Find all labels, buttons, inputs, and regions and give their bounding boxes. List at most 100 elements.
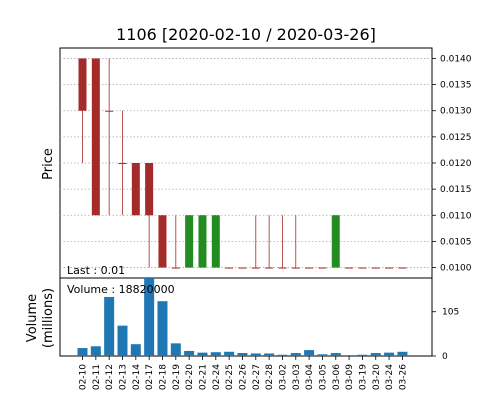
candle-body	[318, 267, 327, 269]
candle-body	[185, 215, 194, 268]
x-tick-label: 03-06	[332, 364, 342, 390]
candle-body	[371, 267, 380, 269]
candle-body	[158, 215, 167, 268]
candle-body	[171, 267, 180, 269]
volume-bar	[237, 353, 248, 356]
x-tick-label: 02-11	[92, 364, 102, 390]
candle-body	[345, 267, 354, 269]
volume-bar	[317, 354, 328, 356]
x-tick-label: 02-19	[172, 364, 182, 390]
candle-body	[211, 215, 220, 268]
last-price-label: Last : 0.01	[67, 264, 125, 277]
volume-bar	[224, 351, 235, 356]
x-tick-label: 03-04	[305, 364, 315, 390]
chart-title: 1106 [2020-02-10 / 2020-03-26]	[116, 25, 376, 44]
candle-body	[398, 267, 407, 269]
x-tick-label: 03-05	[318, 364, 328, 390]
x-tick-label: 02-27	[252, 364, 262, 390]
price-tick-label: 0.0130	[440, 107, 472, 117]
candle-body	[131, 163, 140, 216]
price-tick-label: 0.0100	[440, 264, 472, 274]
volume-bars	[77, 278, 408, 356]
x-tick-label: 02-20	[185, 364, 195, 390]
x-tick-label: 02-18	[158, 364, 168, 390]
x-tick-label: 03-26	[398, 364, 408, 390]
volume-bar	[277, 354, 288, 356]
price-tick-label: 0.0140	[440, 54, 472, 64]
candle-body	[105, 110, 114, 112]
volume-bar	[397, 351, 408, 356]
x-tick-label: 02-26	[238, 364, 248, 390]
price-panel: 0.0100 0.0105 0.0110 0.0115 0.0120 0.0125 0.01…	[41, 47, 472, 279]
volume-bar	[264, 353, 275, 356]
candle-body	[251, 267, 260, 269]
candle-body	[225, 267, 234, 269]
volume-bar	[90, 346, 101, 356]
volume-value-label: Volume : 18820000	[67, 283, 175, 296]
candle-body	[238, 267, 247, 269]
x-tick-label: 03-24	[385, 364, 395, 390]
volume-bar	[290, 353, 301, 356]
x-tick-label: 02-10	[79, 364, 89, 390]
candle-body	[305, 267, 314, 269]
volume-bar	[144, 278, 155, 356]
volume-bar	[357, 354, 368, 356]
candle-body	[91, 58, 100, 216]
volume-bar	[184, 350, 195, 356]
volume-axis-label-line2: (millions)	[41, 288, 56, 348]
price-tick-label: 0.0110	[440, 211, 472, 221]
price-grid	[60, 58, 432, 268]
volume-bar	[370, 353, 381, 356]
volume-bar	[170, 343, 181, 356]
candle-body	[145, 163, 154, 216]
candle-body	[278, 267, 287, 269]
volume-bar	[304, 350, 315, 356]
x-tick-label: 03-09	[345, 364, 355, 390]
volume-tick-label: 0	[442, 352, 448, 362]
volume-bar	[384, 352, 395, 356]
volume-bar	[130, 344, 141, 356]
candle-body	[265, 267, 274, 269]
x-tick-label: 02-25	[225, 364, 235, 390]
volume-bar	[330, 353, 341, 356]
x-tick-label: 03-19	[358, 364, 368, 390]
volume-bar	[104, 296, 115, 356]
volume-y-ticks: 0 105	[432, 308, 459, 362]
price-tick-label: 0.0115	[440, 185, 472, 195]
x-tick-label: 02-12	[105, 364, 115, 390]
volume-bar	[344, 355, 355, 356]
volume-bar	[77, 348, 88, 356]
x-tick-label: 02-17	[145, 364, 155, 390]
volume-bar	[157, 301, 168, 356]
x-tick-label: 03-03	[292, 364, 302, 390]
candle-body	[198, 215, 207, 268]
volume-bar	[210, 352, 221, 356]
candles	[78, 58, 407, 269]
volume-bar	[197, 352, 208, 356]
price-tick-label: 0.0135	[440, 81, 472, 91]
x-tick-label: 02-14	[132, 364, 142, 390]
price-tick-label: 0.0120	[440, 159, 472, 169]
candle-body	[118, 163, 127, 164]
volume-panel: 0 105 Volume : 18820000 Volume (millions)	[25, 277, 459, 362]
x-tick-label: 03-02	[278, 364, 288, 390]
candle-body	[358, 267, 367, 269]
candle-body	[291, 267, 300, 269]
x-tick-label: 02-21	[198, 364, 208, 390]
price-y-ticks: 0.0100 0.0105 0.0110 0.0115 0.0120 0.0125 0.01…	[432, 54, 472, 274]
x-tick-label: 03-20	[372, 364, 382, 390]
volume-bar	[250, 353, 261, 356]
volume-axis-label-line1: Volume	[25, 294, 40, 342]
candle-body	[385, 267, 394, 269]
x-tick-label: 02-13	[118, 364, 128, 390]
volume-bar	[117, 325, 128, 356]
price-tick-label: 0.0105	[440, 237, 472, 247]
price-axis-label: Price	[41, 148, 56, 180]
candle-body	[331, 215, 340, 268]
volume-tick-label: 105	[442, 308, 459, 318]
x-tick-label: 02-24	[212, 364, 222, 390]
x-axis-ticks: 02-10 02-11 02-12 02-13 02-14 02-17 02-18 02-19…	[79, 356, 408, 390]
candle-body	[78, 58, 87, 111]
price-tick-label: 0.0125	[440, 133, 472, 143]
